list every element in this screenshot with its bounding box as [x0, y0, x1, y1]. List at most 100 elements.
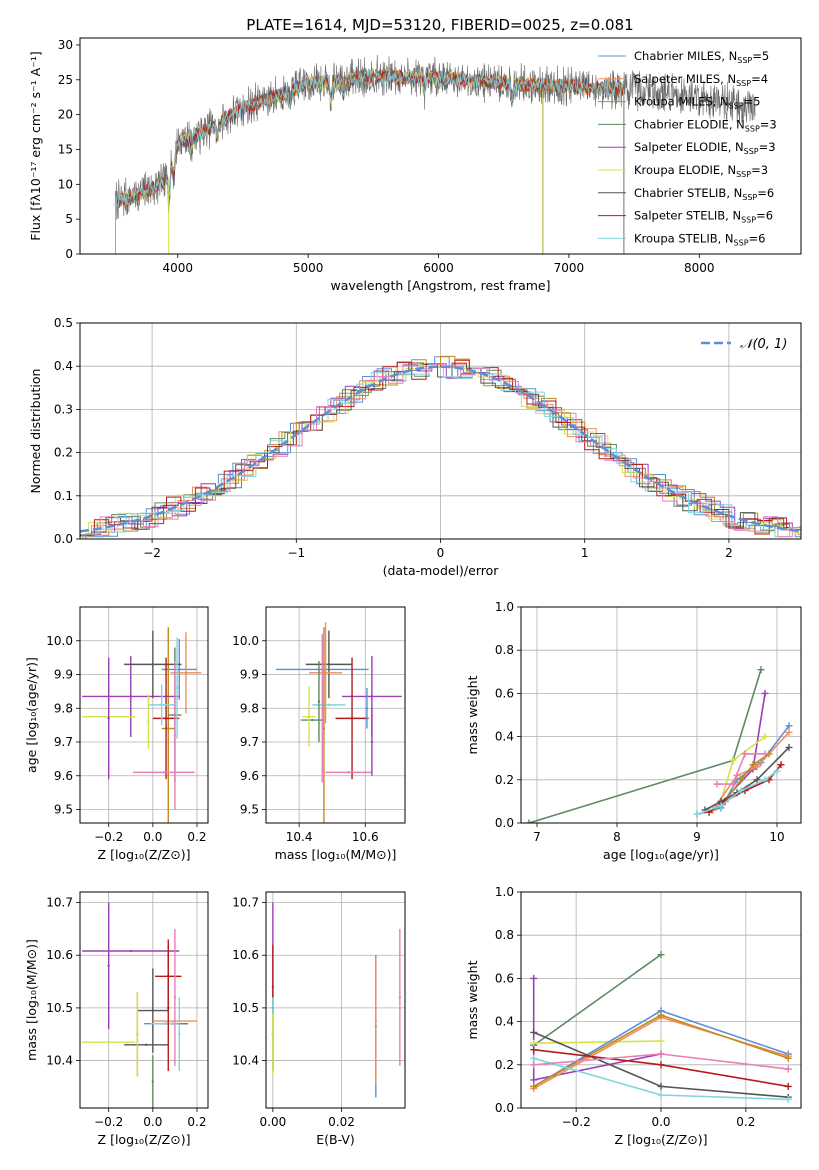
series-marker — [784, 1054, 792, 1062]
data-point — [347, 771, 350, 774]
x-tick-label: −2 — [143, 546, 161, 560]
data-point — [365, 707, 369, 710]
y-tick-label: 0.2 — [54, 446, 73, 460]
y-tick-label: 9.8 — [240, 701, 259, 715]
data-point — [271, 1043, 275, 1046]
y-tick-label: 0.0 — [495, 816, 514, 830]
y-tick-label: 0.6 — [495, 971, 514, 985]
x-tick-label: 10.6 — [352, 830, 379, 844]
y-axis-label: mass weight — [465, 675, 480, 754]
series-line-pink — [717, 753, 765, 785]
series-marker — [657, 1011, 665, 1019]
series-marker — [657, 1037, 665, 1045]
x-tick-label: 0.2 — [187, 1115, 206, 1129]
data-point — [350, 717, 354, 720]
y-tick-label: 10.5 — [232, 1001, 259, 1015]
series-marker — [530, 1028, 538, 1036]
y-tick-label: 9.5 — [54, 803, 73, 817]
y-tick-label: 10.4 — [232, 1054, 259, 1068]
series-marker — [530, 1061, 538, 1069]
legend-entry: Kroupa MILES, NSSP=5 — [634, 95, 760, 111]
legend-nssp: =5 — [744, 95, 761, 109]
x-tick-label: 8000 — [684, 261, 715, 275]
axes-frame — [79, 606, 209, 824]
age-vs-mass-panel: 10.4 10.6 9.5 9.6 9.7 9.8 9.9 10.0 mass [log₁₀(M… — [232, 606, 406, 862]
data-point — [327, 703, 331, 707]
data-point — [322, 727, 326, 730]
y-tick-label: 15 — [58, 142, 73, 156]
series-line-salpeter-elodie — [720, 693, 766, 805]
legend-subscript: SSP — [744, 147, 759, 156]
data-point — [184, 671, 188, 675]
residual-histogram-kroupa-stelib — [82, 363, 801, 539]
y-tick-label: 0.2 — [495, 1058, 514, 1072]
axes-frame — [520, 606, 802, 824]
data-point — [136, 1033, 139, 1036]
x-tick-label: 0 — [437, 546, 445, 560]
axes-frame — [79, 322, 802, 540]
y-tick-label: 0.5 — [54, 316, 73, 330]
legend-subscript: SSP — [734, 238, 749, 247]
y-tick-label: 20 — [58, 108, 73, 122]
data-point — [374, 1019, 378, 1023]
series-line-kroupa-miles — [724, 753, 770, 802]
axes-frame — [265, 606, 406, 824]
gaussian-curve — [80, 365, 801, 533]
legend-nssp: =6 — [756, 209, 773, 223]
x-axis-label: Z [log₁₀(Z/Z⊙)] — [98, 847, 191, 862]
y-tick-label: 10.4 — [46, 1054, 73, 1068]
data-point — [162, 771, 166, 774]
legend-entry: Salpeter ELODIE, NSSP=3 — [634, 140, 776, 156]
x-tick-label: 10 — [769, 830, 784, 844]
data-point — [145, 1043, 148, 1046]
series-line-chabrier-elodie — [533, 953, 662, 1047]
series-marker — [784, 1082, 792, 1090]
series-marker — [761, 750, 769, 758]
series-marker — [737, 776, 745, 784]
data-point — [129, 949, 132, 953]
y-tick-label: 9.8 — [54, 701, 73, 715]
plot-area — [80, 355, 801, 539]
legend-nssp: =3 — [751, 163, 768, 177]
series-marker — [753, 776, 761, 784]
x-tick-label: −1 — [287, 546, 305, 560]
x-axis-label: age [log₁₀(age/yr)] — [603, 847, 719, 862]
series-marker — [530, 1054, 538, 1062]
mass-vs-EBV-panel: 0.00 0.02 10.4 10.5 10.6 10.7 E(B-V) — [232, 891, 406, 1147]
y-tick-label: 9.6 — [240, 769, 259, 783]
series-marker — [530, 1046, 538, 1054]
series-marker — [773, 767, 781, 775]
y-tick-label: 5 — [65, 212, 73, 226]
series-marker — [657, 951, 665, 959]
data-point — [398, 996, 402, 999]
x-axis-label: Z [log₁₀(Z/Z⊙)] — [615, 1132, 708, 1147]
residual-histogram-chabrier-stelib — [80, 362, 801, 536]
series-marker — [530, 1039, 538, 1047]
y-tick-label: 10.5 — [46, 1001, 73, 1015]
legend-subscript: SSP — [742, 193, 757, 202]
series-marker — [525, 819, 533, 823]
data-point — [327, 663, 331, 666]
data-point — [167, 1006, 170, 1010]
series-marker — [693, 810, 701, 818]
series-marker — [729, 756, 737, 764]
series-marker — [530, 1082, 538, 1090]
plot-area — [271, 902, 402, 1098]
series-marker — [785, 722, 793, 730]
age-vs-Z-panel: −0.2 0.0 0.2 9.5 9.6 9.7 9.8 9.9 10.0 Z [log₁₀(Z/… — [24, 606, 209, 862]
legend-subscript: SSP — [737, 56, 752, 65]
y-tick-label: 9.7 — [54, 735, 73, 749]
data-point — [175, 686, 179, 690]
data-point — [162, 1022, 166, 1025]
series-marker — [785, 728, 793, 736]
y-tick-label: 25 — [58, 73, 73, 87]
data-point — [370, 740, 374, 744]
data-point — [178, 668, 181, 671]
series-marker — [657, 1061, 665, 1069]
data-point — [307, 715, 311, 718]
legend-entry: Salpeter MILES, NSSP=4 — [634, 72, 768, 88]
x-axis-label: mass [log₁₀(M/M⊙)] — [275, 847, 397, 862]
legend-nssp: =3 — [760, 117, 777, 131]
legend-subscript: SSP — [729, 102, 744, 111]
x-tick-label: 5000 — [293, 261, 324, 275]
